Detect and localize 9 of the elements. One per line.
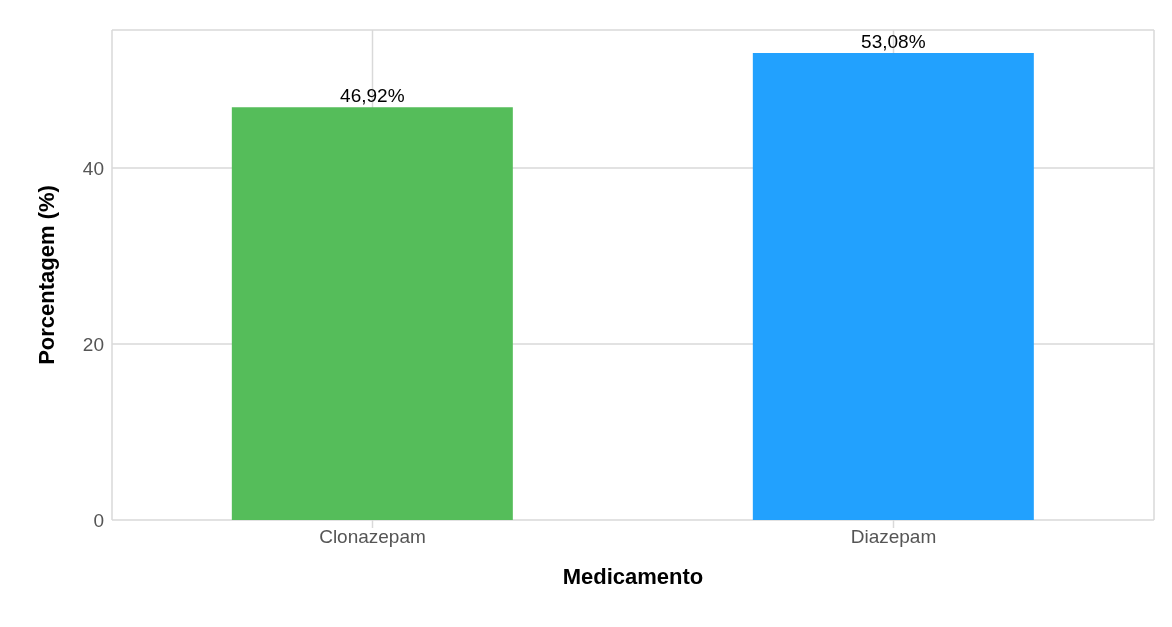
y-tick-label: 0	[93, 509, 104, 531]
x-tick-label: Diazepam	[850, 526, 937, 548]
x-tick-label: Clonazepam	[319, 526, 426, 548]
y-tick-label: 40	[82, 157, 104, 179]
x-axis-title: Medicamento	[562, 564, 704, 589]
y-tick-label: 20	[82, 333, 104, 355]
data-label: 46,92%	[340, 85, 405, 107]
y-axis-title: Porcentagem (%)	[33, 185, 59, 365]
data-label: 53,08%	[861, 31, 926, 53]
